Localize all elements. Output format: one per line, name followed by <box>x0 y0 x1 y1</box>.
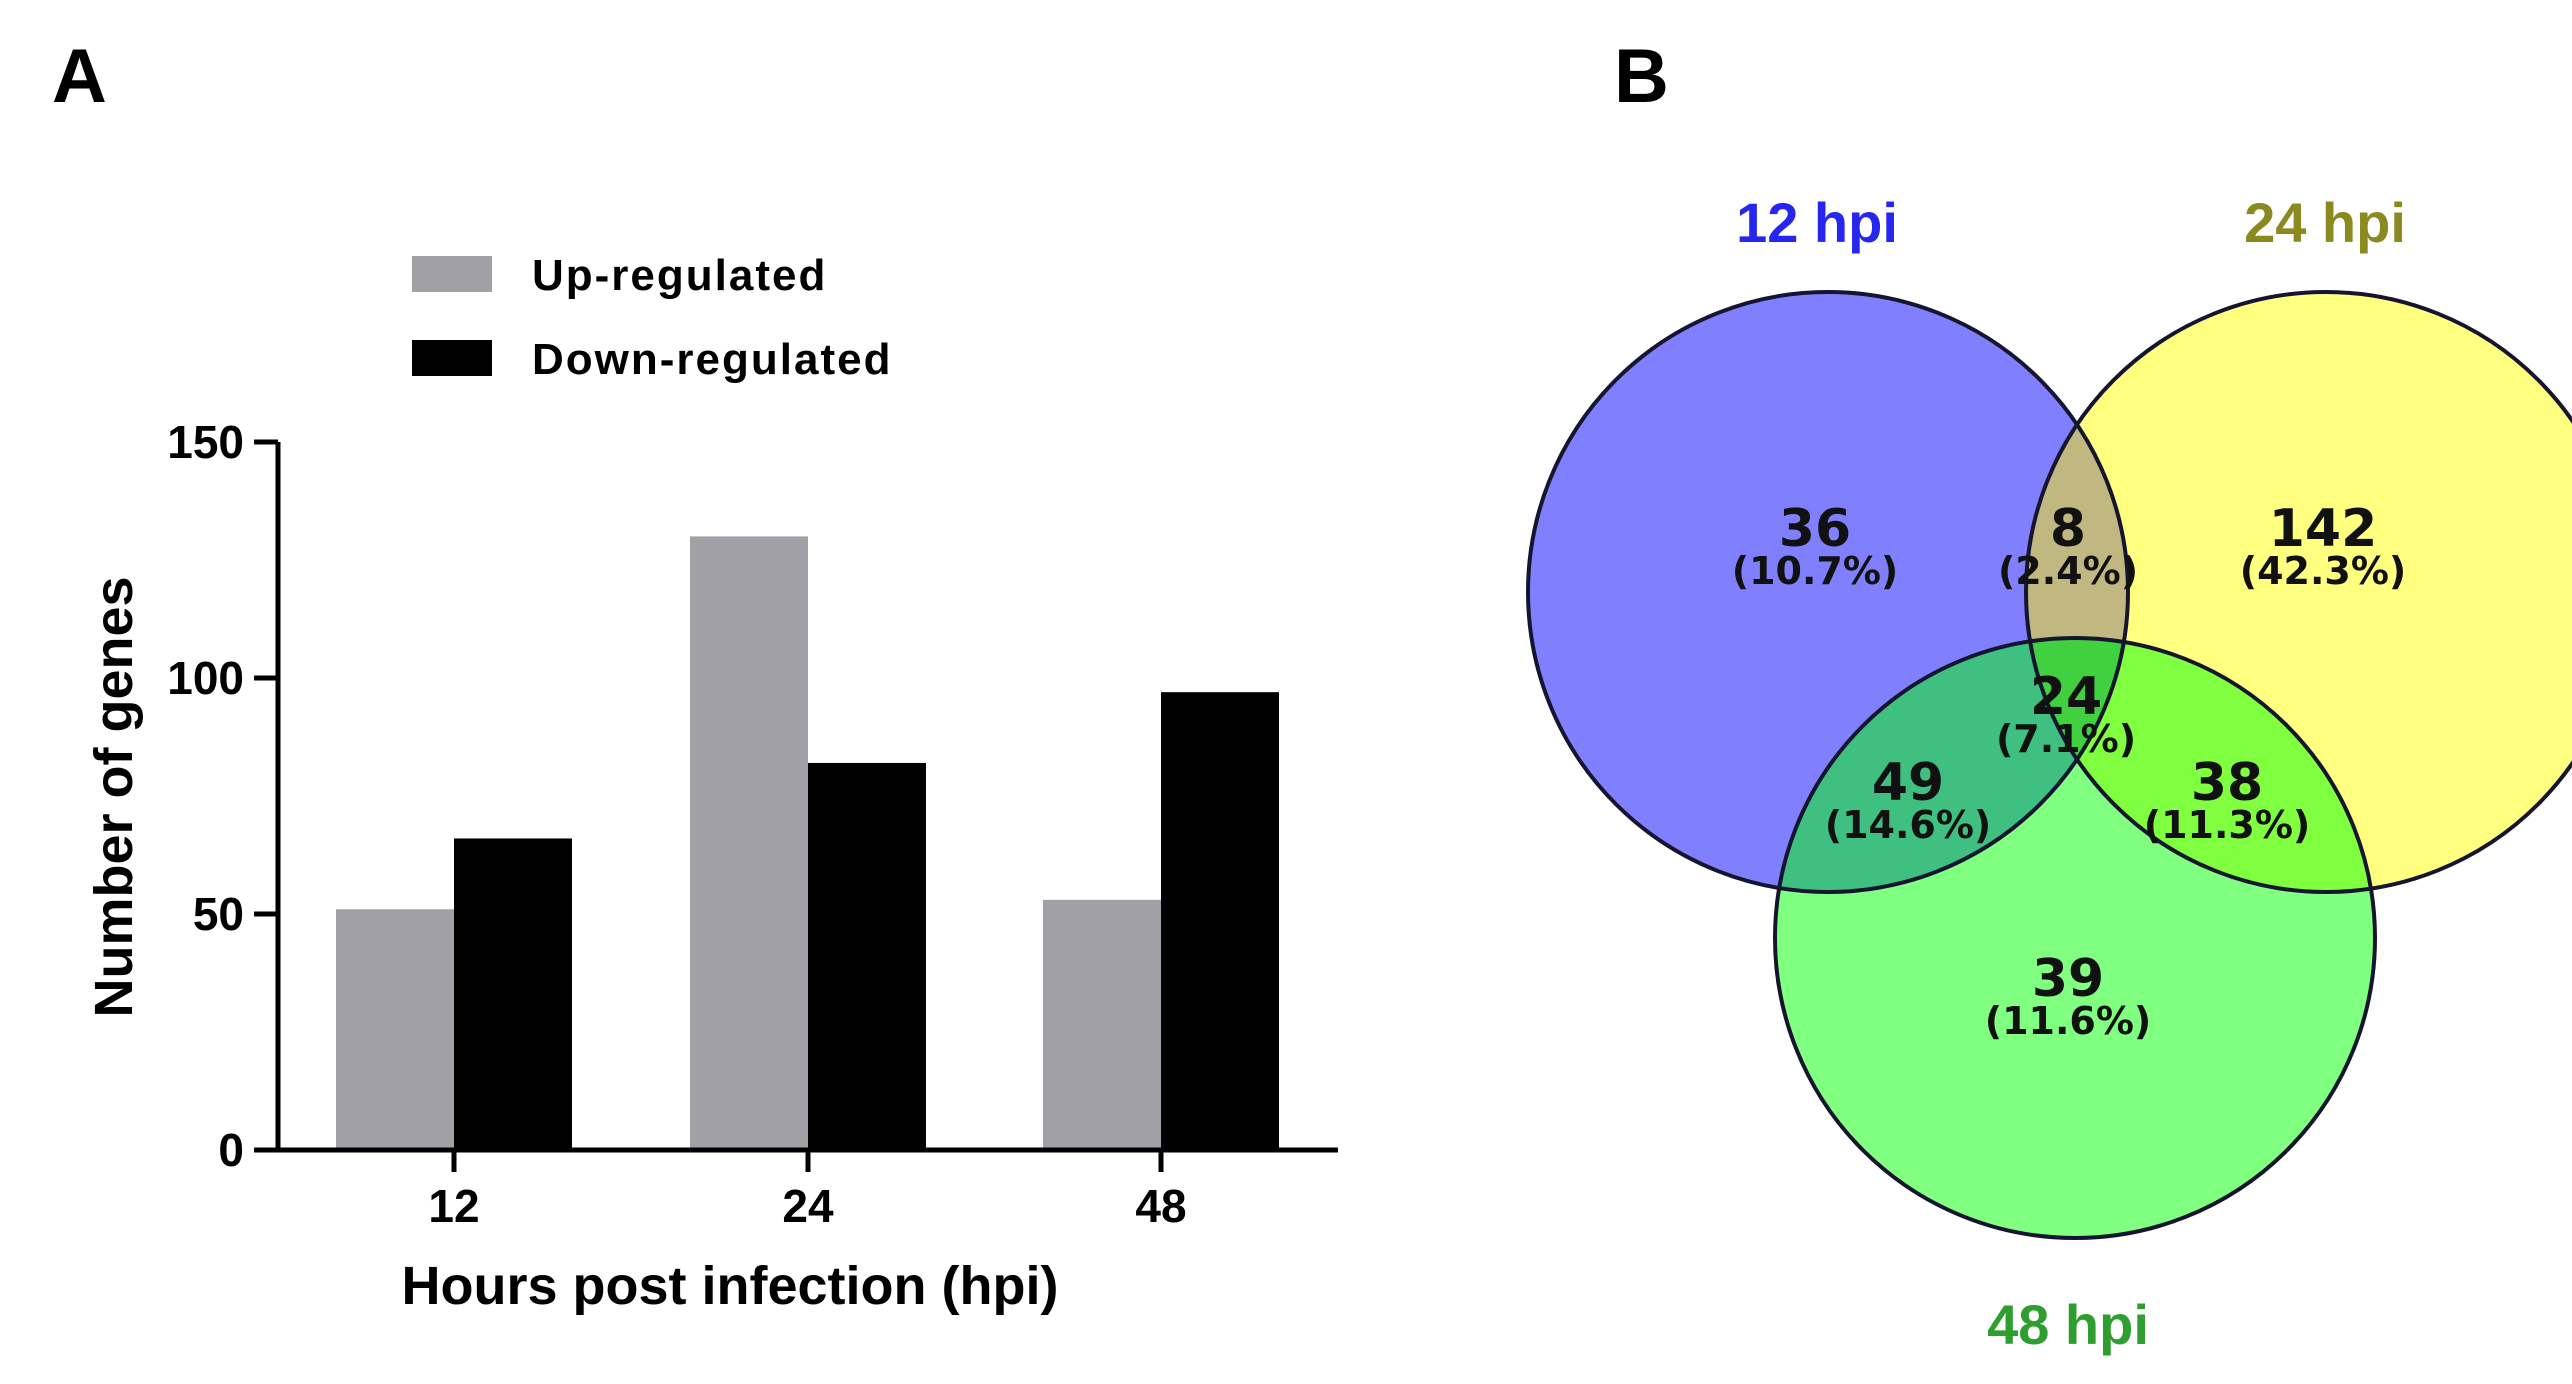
bar-down-12hpi <box>454 838 572 1150</box>
region-24-only-percent: (42.3%) <box>2240 549 2407 593</box>
venn-outline-48hpi <box>1773 636 2377 1240</box>
venn-overlap-12-48 <box>1775 638 2128 892</box>
x-tick-label-24: 24 <box>782 1180 834 1232</box>
y-axis-title: Number of genes <box>84 576 144 1017</box>
legend: Up-regulated Down-regulated <box>412 251 892 384</box>
legend-swatch-up <box>412 256 492 292</box>
x-tick-label-48: 48 <box>1135 1180 1186 1232</box>
region-12-48-count: 49 <box>1872 753 1944 813</box>
bar-down-48hpi <box>1161 692 1279 1150</box>
legend-swatch-down <box>412 340 492 376</box>
set-label-12hpi: 12 hpi <box>1736 191 1898 254</box>
bar-up-12hpi <box>336 909 454 1150</box>
legend-label-down: Down-regulated <box>532 335 892 384</box>
x-tick-label-12: 12 <box>428 1180 479 1232</box>
y-tick-label-100: 100 <box>167 652 244 704</box>
y-tick-label-150: 150 <box>167 416 244 468</box>
x-axis-title: Hours post infection (hpi) <box>402 1256 1059 1316</box>
region-all-percent: (7.1%) <box>1996 717 2136 761</box>
region-48-only-count: 39 <box>2032 949 2104 1009</box>
bar-chart: Up-regulated Down-regulated 0 50 100 150 12… <box>84 251 1338 1316</box>
y-tick-label-0: 0 <box>218 1124 244 1176</box>
region-12-only-percent: (10.7%) <box>1732 549 1899 593</box>
region-12-24-percent: (2.4%) <box>1998 549 2138 593</box>
region-48-only-percent: (11.6%) <box>1985 999 2152 1043</box>
region-24-48-count: 38 <box>2191 753 2263 813</box>
set-label-48hpi: 48 hpi <box>1987 1293 2149 1356</box>
region-24-48-percent: (11.3%) <box>2144 803 2311 847</box>
bar-up-48hpi <box>1043 899 1161 1150</box>
venn-outline-12hpi <box>1526 290 2130 894</box>
venn-outline-24hpi <box>2024 290 2572 894</box>
region-all-count: 24 <box>2030 667 2102 727</box>
bar-up-24hpi <box>690 536 808 1150</box>
set-label-24hpi: 24 hpi <box>2244 191 2406 254</box>
bars <box>336 536 1279 1150</box>
panel-a-label: A <box>52 34 107 119</box>
venn-diagram: 12 hpi 24 hpi 48 hpi 36 (10.7%) 8 (2.4%)… <box>1526 191 2572 1356</box>
region-24-only-count: 142 <box>2269 499 2378 559</box>
region-12-only-count: 36 <box>1779 499 1851 559</box>
y-ticks: 0 50 100 150 <box>167 416 278 1176</box>
legend-label-up: Up-regulated <box>532 251 827 300</box>
venn-overlap-24-48 <box>2026 638 2375 892</box>
x-ticks: 12 24 48 <box>428 1150 1187 1232</box>
panel-b-label: B <box>1614 34 1669 119</box>
y-tick-label-50: 50 <box>193 888 244 940</box>
region-12-24-count: 8 <box>2050 499 2086 559</box>
region-12-48-percent: (14.6%) <box>1825 803 1992 847</box>
bar-down-24hpi <box>808 762 926 1150</box>
